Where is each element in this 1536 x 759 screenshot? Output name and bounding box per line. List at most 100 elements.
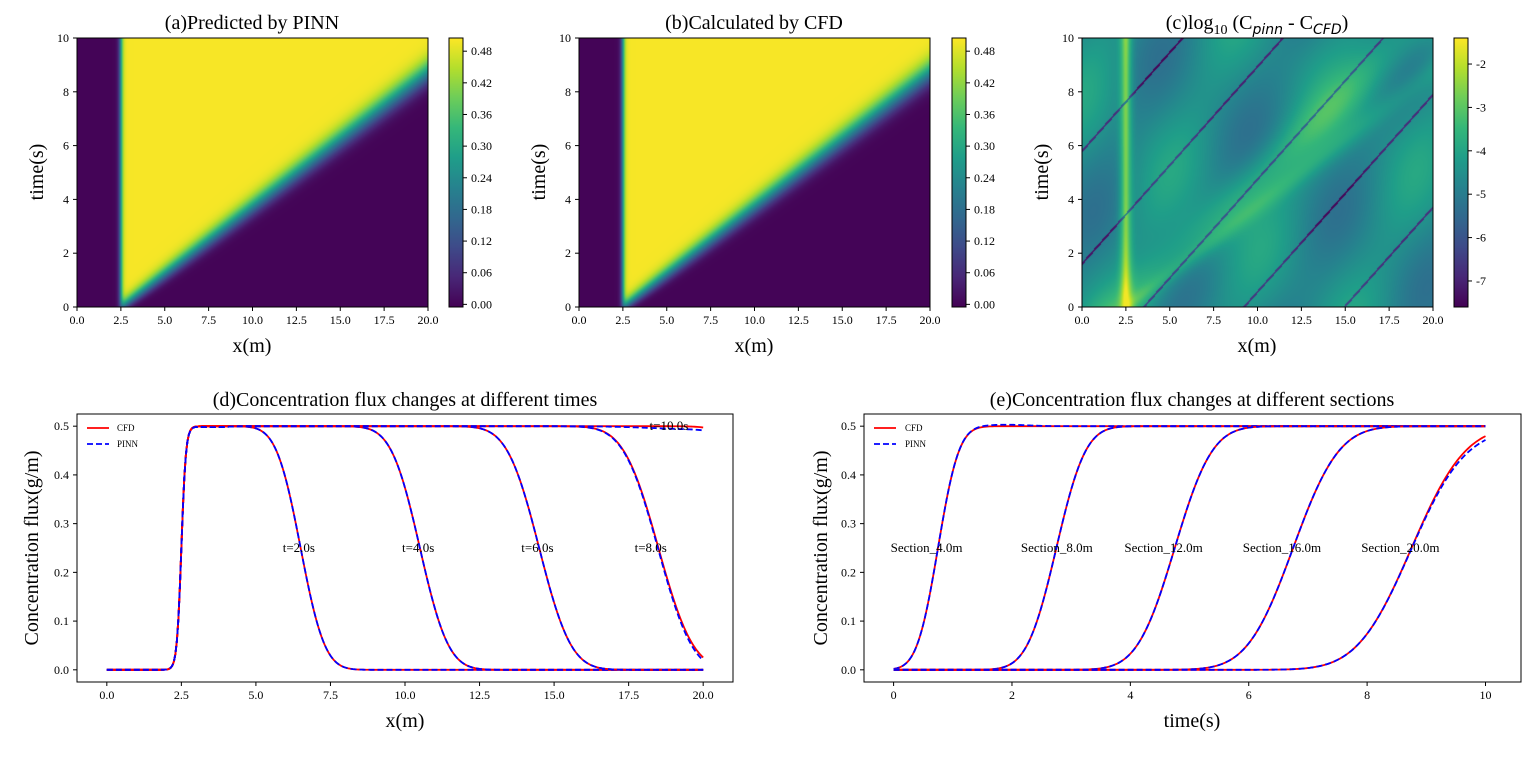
panel-c-ylabel: time(s) [1031, 144, 1053, 201]
colorbar-tick-label: 0.24 [471, 171, 492, 185]
annotation: t=6.0s [521, 540, 553, 555]
x-tick-label: 0.0 [572, 313, 587, 327]
x-tick-label: 4 [1127, 688, 1133, 702]
y-tick-label: 8 [1068, 85, 1074, 99]
panel-d-legend: CFD PINN [87, 423, 139, 449]
panel-d-xlabel: x(m) [386, 710, 425, 732]
pinn-line-section16 [893, 425, 1486, 671]
y-tick-label: 4 [63, 192, 69, 206]
panel-b-ylabel: time(s) [528, 144, 550, 201]
x-tick-label: 20.0 [418, 313, 439, 327]
x-tick-label: 20.0 [693, 688, 714, 702]
panel-d-ylabel: Concentration flux(g/m) [21, 451, 43, 646]
x-tick-label: 20.0 [920, 313, 941, 327]
panel-d-lines [106, 425, 704, 671]
y-tick-label: 8 [63, 85, 69, 99]
y-tick-label: 6 [565, 139, 571, 153]
y-tick-label: 10 [559, 31, 571, 45]
x-tick-label: 0.0 [1075, 313, 1090, 327]
panel-e-xlabel: time(s) [1164, 710, 1221, 732]
x-tick-label: 0 [891, 688, 897, 702]
annotation: Section_16.0m [1243, 540, 1321, 555]
y-tick-label: 6 [63, 139, 69, 153]
y-tick-label: 0.4 [841, 468, 856, 482]
panel-b: (b)Calculated by CFD 0.0 2.5 5.0 7.5 10.0 12.… [528, 12, 995, 357]
annotation: Section_12.0m [1124, 540, 1202, 555]
x-tick-label: 2 [1009, 688, 1015, 702]
y-tick-label: 2 [1068, 246, 1074, 260]
panel-a-axes: 0.0 2.5 5.0 7.5 10.0 12.5 15.0 17.5 20.0 0 2 4 6 8 10 [57, 31, 439, 327]
pinn-line-section12 [893, 425, 1486, 671]
y-tick-label: 0.2 [841, 565, 856, 579]
panel-b-axes: 0.0 2.5 5.0 7.5 10.0 12.5 15.0 17.5 20.0 0 2 4 6 8 10 [559, 31, 941, 327]
colorbar-tick-label: 0.36 [471, 107, 492, 121]
y-tick-label: 6 [1068, 139, 1074, 153]
panel-b-heatmap [579, 38, 930, 307]
colorbar-tick-label: -2 [1476, 57, 1486, 71]
panel-e-legend: CFD PINN [874, 423, 927, 449]
y-tick-label: 4 [1068, 192, 1074, 206]
y-tick-label: 0.5 [841, 419, 856, 433]
colorbar-tick-label: -3 [1476, 100, 1486, 114]
colorbar-tick-label: 0.48 [974, 44, 995, 58]
y-tick-label: 0.2 [54, 565, 69, 579]
panel-e-ylabel: Concentration flux(g/m) [810, 451, 832, 646]
x-tick-label: 12.5 [469, 688, 490, 702]
annotation: t=10.0s [650, 418, 689, 433]
panel-e: (e)Concentration flux changes at differe… [810, 389, 1522, 732]
y-tick-label: 0.5 [54, 419, 69, 433]
colorbar-tick-label: 0.48 [471, 44, 492, 58]
y-tick-label: 0.3 [841, 517, 856, 531]
x-tick-label: 2.5 [113, 313, 128, 327]
x-tick-label: 10 [1479, 688, 1491, 702]
x-tick-label: 10.0 [242, 313, 263, 327]
panel-d-title: (d)Concentration flux changes at differe… [213, 389, 598, 411]
x-tick-label: 17.5 [618, 688, 639, 702]
x-tick-label: 8 [1364, 688, 1370, 702]
y-tick-label: 2 [565, 246, 571, 260]
x-tick-label: 2.5 [1118, 313, 1133, 327]
annotation: t=8.0s [635, 540, 667, 555]
colorbar-tick-label: 0.12 [974, 234, 995, 248]
x-tick-label: 10.0 [1247, 313, 1268, 327]
panel-b-colorbar [951, 37, 967, 308]
x-tick-label: 17.5 [374, 313, 395, 327]
panel-d: (d)Concentration flux changes at differe… [21, 389, 734, 732]
panel-e-lines [893, 423, 1486, 671]
x-tick-label: 17.5 [876, 313, 897, 327]
panel-a-xlabel: x(m) [233, 335, 272, 357]
pinn-line-section20 [893, 439, 1486, 671]
panel-a: (a)Predicted by PINN 0.0 2.5 5.0 7.5 10.0 12.… [26, 12, 492, 357]
annotation: Section_20.0m [1361, 540, 1439, 555]
y-tick-label: 0.1 [841, 614, 856, 628]
legend-cfd-label: CFD [117, 423, 135, 433]
x-tick-label: 5.0 [248, 688, 263, 702]
colorbar-tick-label: -5 [1476, 187, 1486, 201]
y-tick-label: 4 [565, 192, 571, 206]
x-tick-label: 2.5 [615, 313, 630, 327]
x-tick-label: 7.5 [1206, 313, 1221, 327]
x-tick-label: 12.5 [788, 313, 809, 327]
x-tick-label: 15.0 [330, 313, 351, 327]
colorbar-tick-label: 0.36 [974, 107, 995, 121]
colorbar-tick-label: 0.00 [471, 297, 492, 311]
x-tick-label: 20.0 [1423, 313, 1444, 327]
x-tick-label: 7.5 [323, 688, 338, 702]
colorbar-tick-label: 0.12 [471, 234, 492, 248]
x-tick-label: 12.5 [286, 313, 307, 327]
colorbar-tick-label: 0.24 [974, 171, 995, 185]
x-tick-label: 10.0 [744, 313, 765, 327]
y-tick-label: 0 [565, 300, 571, 314]
y-tick-label: 0.4 [54, 468, 69, 482]
x-tick-label: 7.5 [703, 313, 718, 327]
x-tick-label: 0.0 [70, 313, 85, 327]
panel-a-heatmap [77, 38, 428, 307]
colorbar-tick-label: 0.42 [471, 76, 492, 90]
y-tick-label: 2 [63, 246, 69, 260]
x-tick-label: 17.5 [1379, 313, 1400, 327]
x-tick-label: 15.0 [1335, 313, 1356, 327]
colorbar-tick-label: 0.06 [974, 266, 995, 280]
panel-e-title: (e)Concentration flux changes at differe… [990, 389, 1395, 411]
x-tick-label: 2.5 [174, 688, 189, 702]
